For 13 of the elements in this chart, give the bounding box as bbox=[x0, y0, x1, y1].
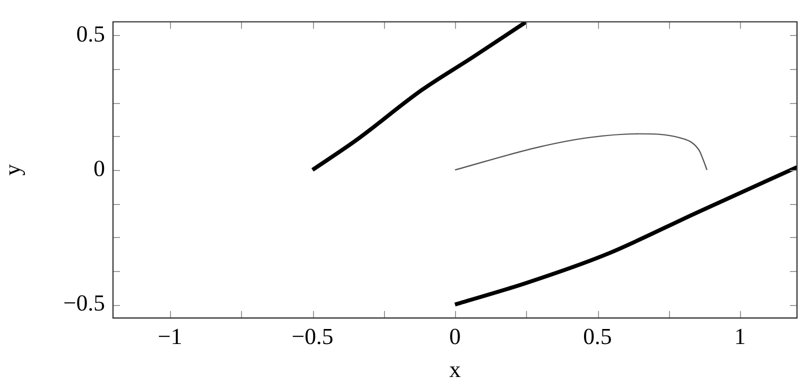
x-tick-label: 1 bbox=[734, 324, 746, 349]
line-series bbox=[310, 22, 528, 172]
y-axis-title: y bbox=[0, 164, 25, 176]
y-tick-label: 0.5 bbox=[76, 21, 105, 46]
x-tick-label: 0 bbox=[449, 324, 461, 349]
x-tick-label: 0.5 bbox=[583, 324, 612, 349]
x-tick-label: −0.5 bbox=[292, 324, 334, 349]
y-tick-label: 0 bbox=[94, 156, 105, 181]
x-axis-title: x bbox=[449, 357, 462, 382]
x-tick-label: −1 bbox=[158, 324, 182, 349]
line-series bbox=[454, 133, 708, 170]
y-tick-label: −0.5 bbox=[63, 290, 105, 316]
line-series bbox=[453, 165, 797, 307]
